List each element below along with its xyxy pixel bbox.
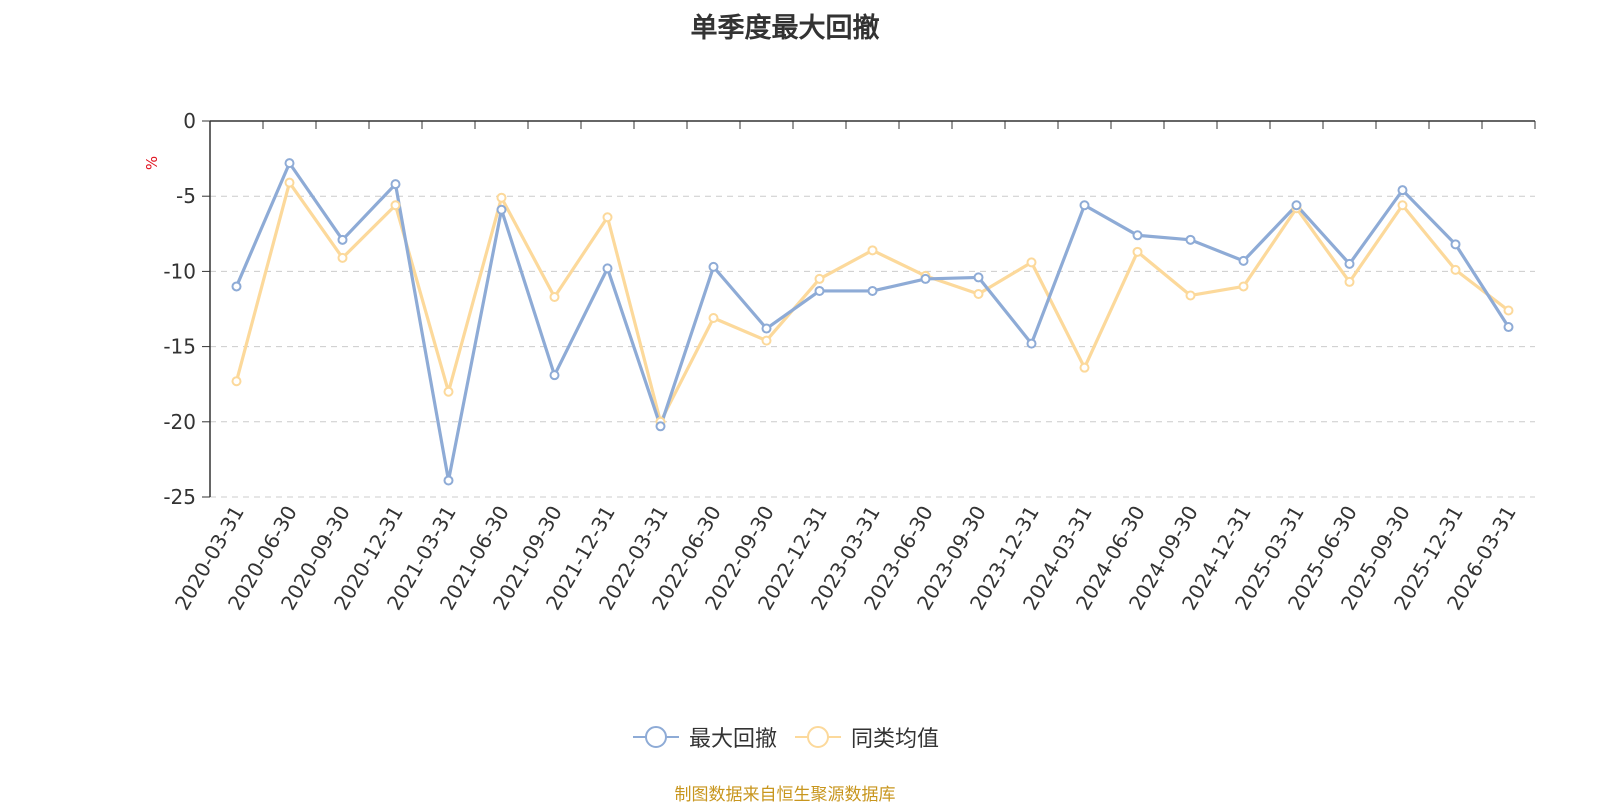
legend-marker-icon <box>795 726 841 748</box>
y-tick-label: -15 <box>163 335 196 359</box>
data-point-peer-average <box>443 386 454 397</box>
data-point-max-drawdown <box>443 475 454 486</box>
data-point-peer-average <box>1079 362 1090 373</box>
data-point-max-drawdown <box>814 285 825 296</box>
data-point-max-drawdown <box>1503 322 1514 333</box>
data-point-max-drawdown <box>1132 230 1143 241</box>
data-point-peer-average <box>761 335 772 346</box>
data-point-max-drawdown <box>337 234 348 245</box>
data-point-max-drawdown <box>496 204 507 215</box>
data-point-peer-average <box>390 200 401 211</box>
data-point-max-drawdown <box>1291 200 1302 211</box>
legend-label-max-drawdown: 最大回撤 <box>688 727 777 752</box>
data-point-peer-average <box>1132 246 1143 257</box>
data-point-peer-average <box>602 212 613 223</box>
data-point-peer-average <box>973 288 984 299</box>
data-point-peer-average <box>1185 290 1196 301</box>
data-point-peer-average <box>1450 264 1461 275</box>
data-point-max-drawdown <box>867 285 878 296</box>
y-tick-label: -10 <box>163 259 196 283</box>
legend-item-max-drawdown[interactable]: 最大回撤 <box>631 721 777 753</box>
line-chart: 0-5-10-15-20-25%2020-03-312020-06-302020… <box>143 109 1536 614</box>
data-point-max-drawdown <box>761 323 772 334</box>
y-tick-label: -20 <box>163 410 196 434</box>
data-point-peer-average <box>231 376 242 387</box>
y-tick-label: -25 <box>163 485 196 509</box>
data-point-max-drawdown <box>1079 200 1090 211</box>
data-point-max-drawdown <box>1344 258 1355 269</box>
chart-title: 单季度最大回撤 <box>690 13 880 44</box>
data-point-max-drawdown <box>602 263 613 274</box>
data-point-max-drawdown <box>231 281 242 292</box>
data-point-peer-average <box>1503 305 1514 316</box>
data-point-peer-average <box>814 273 825 284</box>
data-point-peer-average <box>1026 257 1037 268</box>
y-tick-label: 0 <box>183 109 196 133</box>
legend[interactable]: 最大回撤 同类均值 <box>0 722 1570 752</box>
data-point-max-drawdown <box>390 179 401 190</box>
data-point-peer-average <box>549 291 560 302</box>
data-point-max-drawdown <box>284 158 295 169</box>
data-point-peer-average <box>496 192 507 203</box>
data-point-peer-average <box>284 177 295 188</box>
data-point-max-drawdown <box>655 421 666 432</box>
data-point-peer-average <box>867 245 878 256</box>
data-point-peer-average <box>1344 276 1355 287</box>
data-point-max-drawdown <box>1450 239 1461 250</box>
data-point-peer-average <box>708 313 719 324</box>
data-point-max-drawdown <box>1026 338 1037 349</box>
data-point-max-drawdown <box>708 261 719 272</box>
series-line-peer-average <box>234 181 1510 424</box>
data-point-max-drawdown <box>920 273 931 284</box>
data-point-peer-average <box>337 252 348 263</box>
data-point-peer-average <box>1238 281 1249 292</box>
y-tick-label: -5 <box>176 184 196 208</box>
data-point-max-drawdown <box>973 272 984 283</box>
data-point-max-drawdown <box>549 370 560 381</box>
legend-item-peer-average[interactable]: 同类均值 <box>793 721 939 753</box>
legend-label-peer-average: 同类均值 <box>851 727 940 752</box>
legend-marker-icon <box>632 726 679 748</box>
data-point-max-drawdown <box>1397 185 1408 196</box>
data-point-peer-average <box>1397 200 1408 211</box>
data-point-max-drawdown <box>1238 255 1249 266</box>
y-axis-label: % <box>143 156 161 170</box>
source-footer: 制图数据来自恒生聚源数据库 <box>674 785 896 805</box>
data-point-max-drawdown <box>1185 234 1196 245</box>
